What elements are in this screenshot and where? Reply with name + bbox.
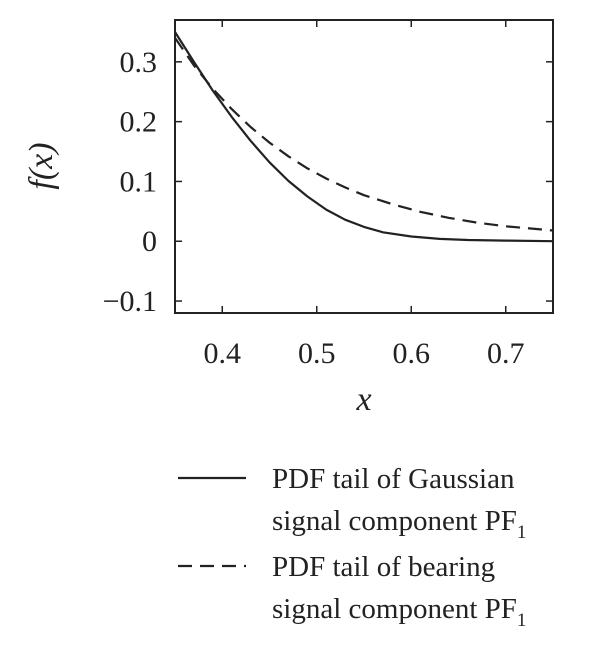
y-tick-label: 0.1 xyxy=(120,165,158,198)
x-axis: 0.4 0.5 0.6 0.7 xyxy=(204,20,525,370)
x-tick-label: 0.4 xyxy=(204,337,242,370)
legend-label-bearing-line2: signal component PF1 xyxy=(272,593,526,631)
legend-label-gaussian-subscript: 1 xyxy=(517,522,527,543)
legend-label-bearing-main: signal component PF xyxy=(272,593,517,625)
legend-label-gaussian-main: signal component PF xyxy=(272,505,517,537)
y-tick-label: 0.3 xyxy=(120,46,158,79)
y-tick-label: 0.2 xyxy=(120,106,158,139)
legend-label-gaussian-line2: signal component PF1 xyxy=(272,505,526,543)
legend-label-bearing-subscript: 1 xyxy=(517,610,527,631)
series-layer xyxy=(174,31,554,243)
y-axis: −0.1 0 0.1 0.2 0.3 xyxy=(103,46,553,318)
series-line-bearing xyxy=(174,37,554,232)
series-line-gaussian xyxy=(174,31,554,243)
legend-label-bearing-line1: PDF tail of bearing xyxy=(272,551,495,583)
y-tick-label: 0 xyxy=(142,225,157,258)
plot-frame xyxy=(174,19,554,314)
y-axis-label: f(x) xyxy=(23,142,60,189)
y-tick-label: −0.1 xyxy=(103,285,157,318)
x-axis-label: x xyxy=(355,381,371,418)
x-tick-label: 0.7 xyxy=(487,337,525,370)
x-tick-label: 0.5 xyxy=(298,337,336,370)
x-tick-label: 0.6 xyxy=(393,337,431,370)
legend-label-gaussian-line1: PDF tail of Gaussian xyxy=(272,463,515,495)
legend: PDF tail of Gaussian signal component PF… xyxy=(178,463,526,631)
